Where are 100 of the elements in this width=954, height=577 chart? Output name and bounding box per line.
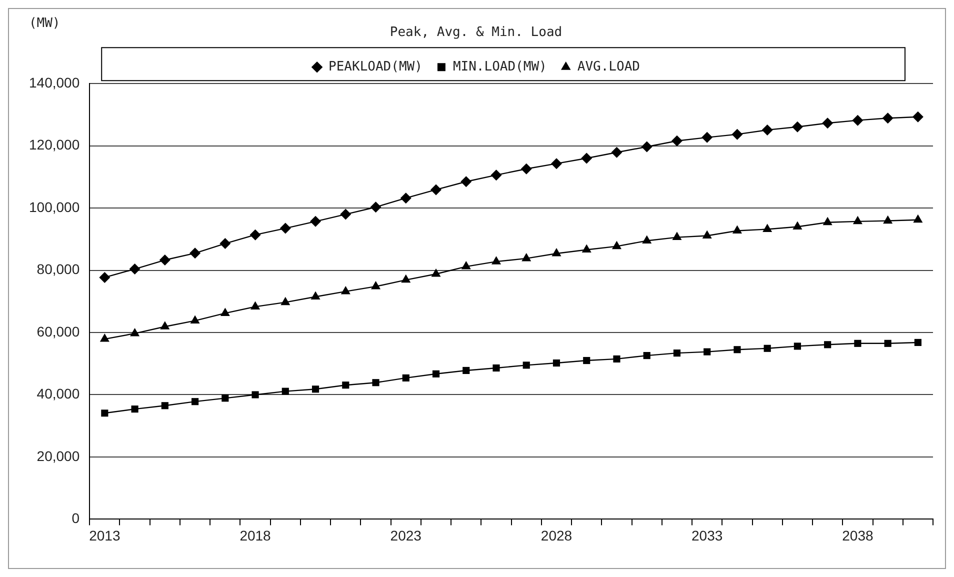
- point: [222, 394, 229, 402]
- y-tick-label: 100,000: [28, 198, 80, 215]
- point: [852, 114, 864, 126]
- point: [342, 382, 350, 389]
- legend-label: MIN.LOAD(MW): [452, 59, 547, 74]
- y-tick-label: 80,000: [36, 261, 80, 278]
- point: [461, 261, 471, 270]
- point: [99, 272, 110, 283]
- point: [312, 386, 320, 393]
- point: [460, 176, 472, 188]
- point: [643, 352, 650, 360]
- point: [882, 112, 894, 124]
- point: [220, 238, 231, 250]
- point: [490, 170, 502, 181]
- point: [492, 364, 500, 372]
- point: [280, 222, 291, 234]
- point: [581, 152, 592, 164]
- y-tick-label: 0: [72, 510, 80, 526]
- point: [550, 158, 562, 170]
- point: [520, 163, 532, 174]
- y-tick-label: 140,000: [28, 74, 80, 90]
- point: [582, 244, 592, 252]
- y-tick-label: 20,000: [36, 448, 80, 464]
- x-tick-label: 2038: [842, 527, 874, 544]
- point: [250, 229, 261, 240]
- point: [613, 355, 620, 362]
- point: [340, 208, 352, 220]
- point: [762, 224, 772, 232]
- point: [282, 388, 289, 395]
- y-tick-label: 120,000: [28, 136, 80, 153]
- point: [912, 111, 924, 122]
- point: [822, 118, 834, 129]
- point: [100, 334, 110, 342]
- point: [129, 264, 140, 275]
- point: [310, 216, 322, 227]
- point: [131, 406, 138, 413]
- point: [552, 359, 560, 367]
- x-tick-label: 2028: [540, 527, 572, 544]
- point: [734, 346, 741, 354]
- point: [160, 321, 170, 330]
- point: [671, 135, 682, 146]
- point: [672, 232, 682, 240]
- point: [430, 184, 442, 196]
- y-tick-label: 60,000: [36, 323, 80, 340]
- point: [159, 254, 170, 266]
- x-tick-label: 2018: [240, 527, 272, 544]
- point: [822, 216, 832, 226]
- point: [764, 344, 771, 352]
- point: [792, 121, 803, 132]
- point: [340, 286, 350, 294]
- point: [401, 274, 411, 283]
- point: [190, 315, 200, 324]
- point: [522, 362, 530, 369]
- point: [370, 202, 382, 213]
- point: [191, 398, 199, 406]
- point: [491, 256, 502, 264]
- point: [220, 308, 230, 316]
- point: [431, 268, 441, 277]
- point: [612, 240, 622, 250]
- point: [372, 379, 380, 386]
- point: [854, 340, 862, 347]
- point: [732, 128, 743, 140]
- point: [824, 341, 832, 348]
- point: [161, 402, 168, 410]
- point: [522, 252, 532, 262]
- point: [101, 410, 108, 417]
- point: [884, 340, 892, 347]
- point: [673, 350, 681, 357]
- point: [702, 230, 712, 238]
- x-tick-label: 2033: [692, 527, 723, 544]
- point: [190, 248, 201, 259]
- legend-label: PEAKLOAD(MW): [328, 59, 422, 74]
- point: [250, 301, 260, 310]
- point: [794, 342, 801, 350]
- point: [704, 348, 711, 356]
- point: [792, 221, 802, 230]
- point: [611, 146, 622, 158]
- point: [914, 338, 922, 346]
- y-axis-title: (MW): [28, 16, 60, 31]
- point: [732, 225, 742, 234]
- point: [462, 366, 470, 374]
- point: [883, 215, 893, 224]
- point: [642, 235, 652, 244]
- point: [252, 391, 259, 398]
- point: [310, 291, 320, 300]
- point: [400, 192, 412, 204]
- point: [280, 296, 290, 306]
- x-tick-label: 2013: [89, 527, 120, 544]
- point: [702, 132, 713, 143]
- point: [130, 328, 140, 336]
- point: [852, 216, 862, 224]
- point: [641, 141, 652, 152]
- legend-label: AVG.LOAD: [577, 59, 640, 74]
- point: [552, 248, 562, 256]
- chart-title: Peak, Avg. & Min. Load: [390, 25, 562, 40]
- point: [370, 280, 381, 290]
- point: [583, 356, 590, 364]
- point: [913, 214, 923, 223]
- y-tick-label: 40,000: [36, 386, 80, 402]
- point: [402, 374, 410, 382]
